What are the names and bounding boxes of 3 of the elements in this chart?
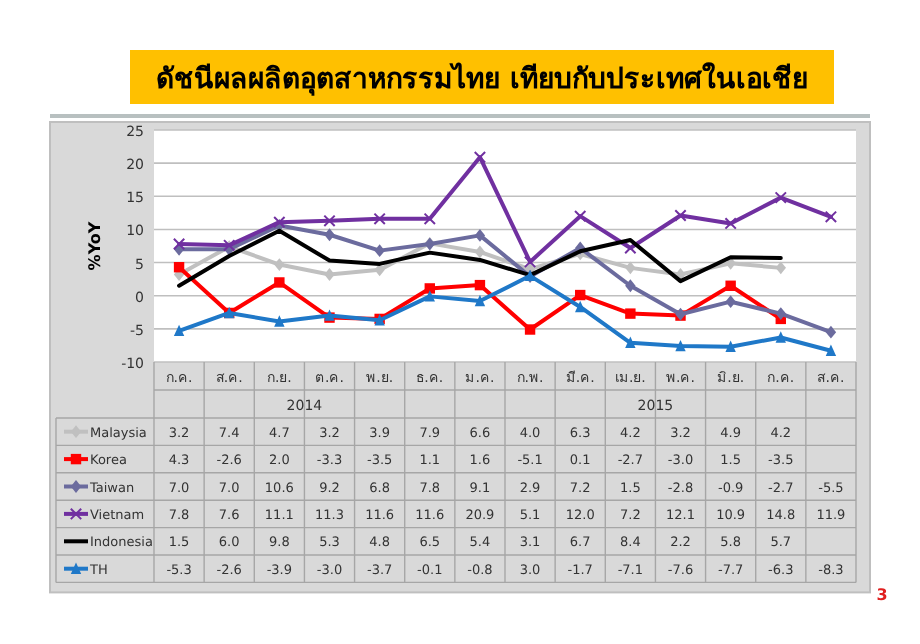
chart-title: ดัชนีผลผลิตอุตสาหกรรมไทย เทียบกับประเทศในเอเชีย [156,60,808,96]
text: 3 [876,586,888,604]
y-axis-title: %YoY [86,221,104,271]
